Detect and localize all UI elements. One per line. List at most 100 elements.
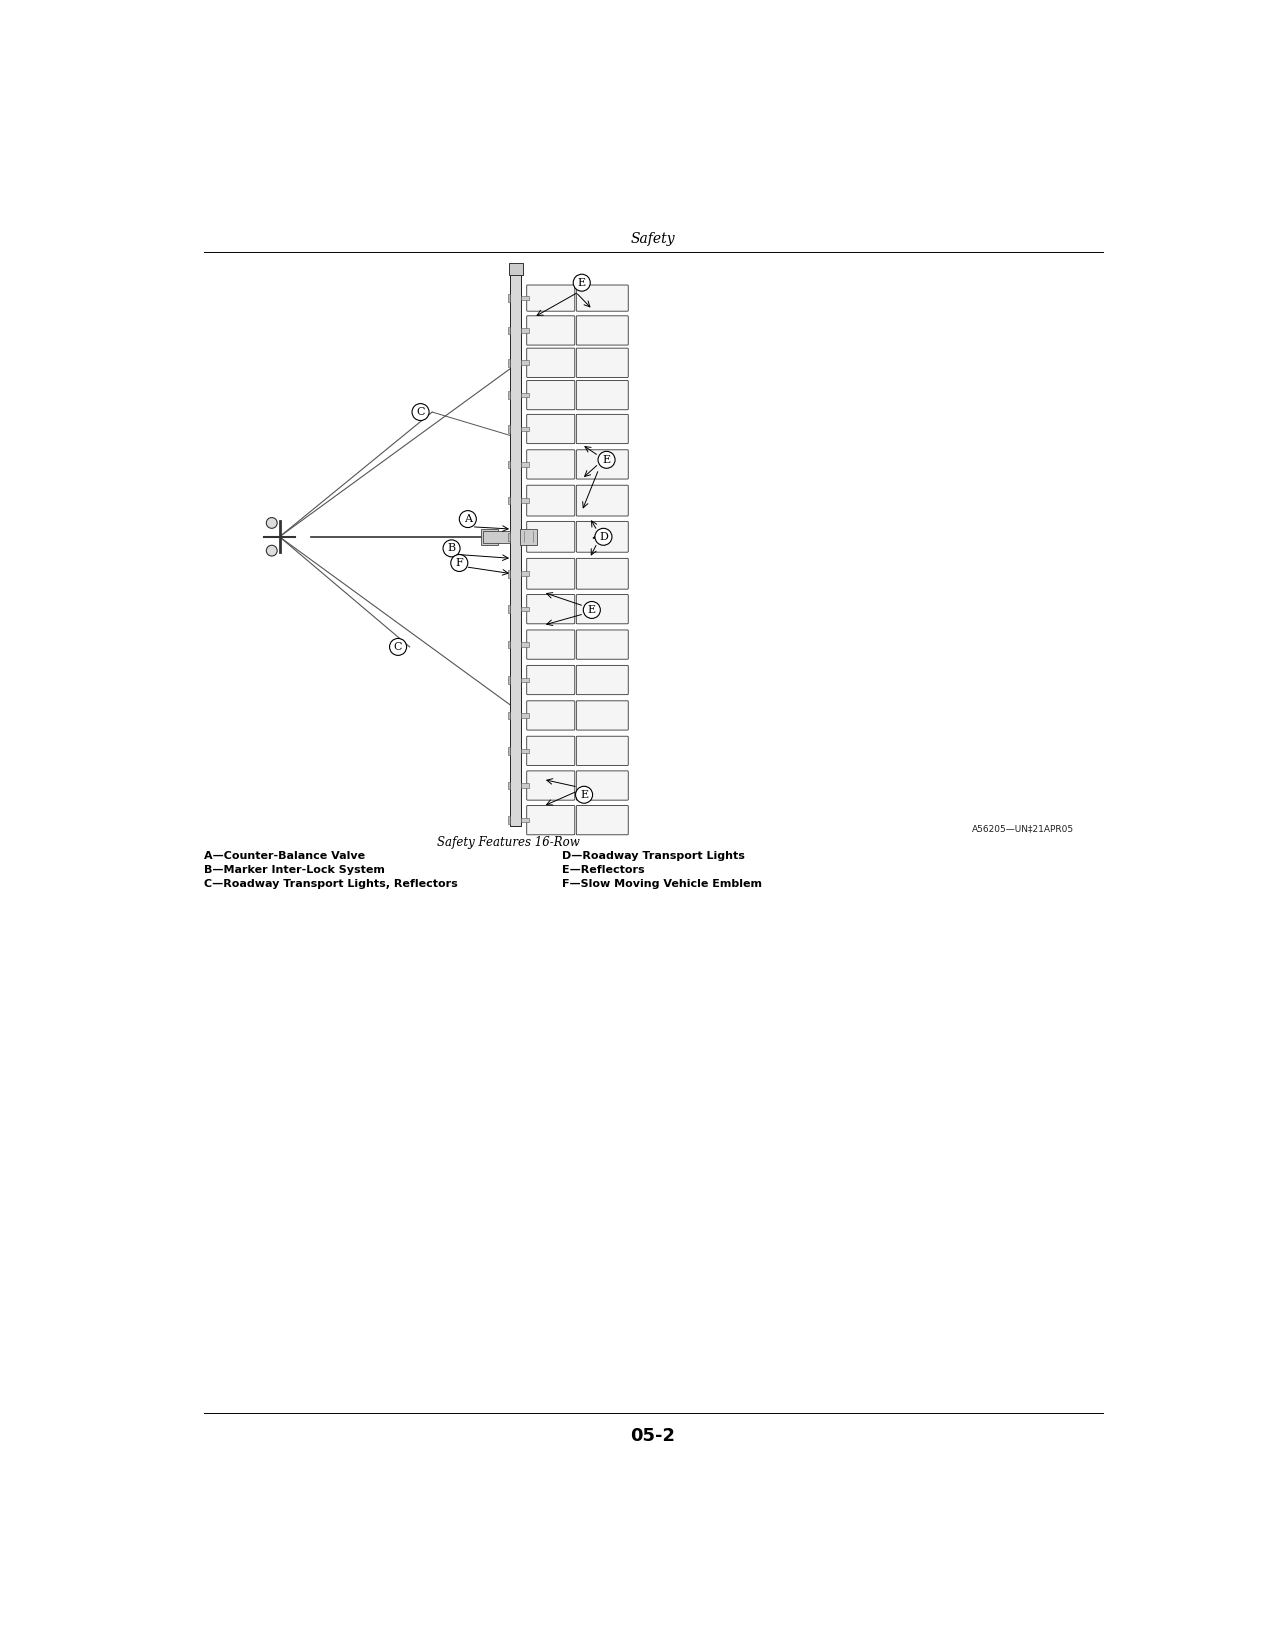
Text: Safety: Safety <box>631 231 676 246</box>
Circle shape <box>442 540 460 556</box>
FancyBboxPatch shape <box>576 348 629 378</box>
Bar <box>521 360 529 365</box>
Text: C: C <box>394 642 403 652</box>
Text: C—Roadway Transport Lights, Reflectors: C—Roadway Transport Lights, Reflectors <box>204 879 458 889</box>
FancyBboxPatch shape <box>576 450 629 478</box>
Bar <box>509 711 510 719</box>
FancyBboxPatch shape <box>527 701 575 729</box>
Circle shape <box>412 404 430 421</box>
Text: E—Reflectors: E—Reflectors <box>562 865 645 874</box>
FancyBboxPatch shape <box>576 414 629 444</box>
FancyBboxPatch shape <box>576 736 629 766</box>
Bar <box>521 427 529 431</box>
Bar <box>509 606 510 614</box>
Bar <box>481 530 499 544</box>
Text: A: A <box>464 515 472 525</box>
Bar <box>509 360 510 366</box>
Text: Safety Features 16-Row: Safety Features 16-Row <box>437 835 580 848</box>
Bar <box>509 391 510 399</box>
Bar <box>521 571 529 576</box>
FancyBboxPatch shape <box>527 450 575 478</box>
Bar <box>509 533 510 541</box>
Circle shape <box>575 787 593 804</box>
FancyBboxPatch shape <box>576 701 629 729</box>
Text: A—Counter-Balance Valve: A—Counter-Balance Valve <box>204 851 365 861</box>
Bar <box>521 498 529 503</box>
Bar <box>521 607 529 612</box>
FancyBboxPatch shape <box>576 315 629 345</box>
Text: E: E <box>588 606 595 615</box>
Bar <box>521 393 529 398</box>
Bar <box>521 713 529 718</box>
FancyBboxPatch shape <box>527 805 575 835</box>
Circle shape <box>266 544 277 556</box>
Circle shape <box>266 518 277 528</box>
Bar <box>509 460 510 469</box>
Bar <box>509 676 510 683</box>
Text: C: C <box>417 408 425 417</box>
FancyBboxPatch shape <box>576 771 629 800</box>
Bar <box>521 295 529 300</box>
Text: D: D <box>599 531 608 541</box>
Bar <box>521 642 529 647</box>
Bar <box>521 535 529 540</box>
Bar <box>509 782 510 789</box>
Bar <box>521 818 529 822</box>
Bar <box>509 640 510 648</box>
Bar <box>521 784 529 787</box>
FancyBboxPatch shape <box>576 594 629 624</box>
FancyBboxPatch shape <box>576 521 629 553</box>
Text: F: F <box>455 558 463 568</box>
FancyBboxPatch shape <box>576 285 629 312</box>
Bar <box>509 747 510 754</box>
Circle shape <box>574 274 590 290</box>
Bar <box>509 426 510 432</box>
FancyBboxPatch shape <box>576 558 629 589</box>
FancyBboxPatch shape <box>527 558 575 589</box>
Circle shape <box>598 452 615 469</box>
FancyBboxPatch shape <box>527 665 575 695</box>
Circle shape <box>451 554 468 571</box>
Circle shape <box>390 639 407 655</box>
Text: A56205—UN‡21APR05: A56205—UN‡21APR05 <box>972 823 1074 833</box>
FancyBboxPatch shape <box>576 665 629 695</box>
FancyBboxPatch shape <box>576 805 629 835</box>
Text: 05-2: 05-2 <box>631 1427 676 1445</box>
FancyBboxPatch shape <box>527 736 575 766</box>
Bar <box>521 678 529 683</box>
Bar <box>509 497 510 505</box>
Text: E: E <box>603 455 611 465</box>
Bar <box>509 569 510 578</box>
FancyBboxPatch shape <box>527 521 575 553</box>
FancyBboxPatch shape <box>527 594 575 624</box>
Bar <box>521 462 529 467</box>
Circle shape <box>583 602 601 619</box>
Text: F—Slow Moving Vehicle Emblem: F—Slow Moving Vehicle Emblem <box>562 879 762 889</box>
Circle shape <box>459 510 477 528</box>
FancyBboxPatch shape <box>527 285 575 312</box>
Text: E: E <box>580 790 588 800</box>
FancyBboxPatch shape <box>527 381 575 409</box>
Bar <box>521 328 529 333</box>
FancyBboxPatch shape <box>527 414 575 444</box>
Bar <box>520 530 537 544</box>
Circle shape <box>595 528 612 544</box>
Bar <box>510 271 521 825</box>
Bar <box>509 327 510 335</box>
Text: B: B <box>448 543 455 553</box>
FancyBboxPatch shape <box>527 771 575 800</box>
FancyBboxPatch shape <box>527 315 575 345</box>
Bar <box>509 294 510 302</box>
FancyBboxPatch shape <box>576 630 629 660</box>
Bar <box>509 264 523 276</box>
Text: E: E <box>578 277 585 287</box>
Bar <box>509 817 510 823</box>
FancyBboxPatch shape <box>527 485 575 516</box>
Bar <box>521 749 529 752</box>
FancyBboxPatch shape <box>576 485 629 516</box>
Bar <box>483 531 510 543</box>
Text: B—Marker Inter-Lock System: B—Marker Inter-Lock System <box>204 865 385 874</box>
FancyBboxPatch shape <box>527 348 575 378</box>
Text: D—Roadway Transport Lights: D—Roadway Transport Lights <box>562 851 746 861</box>
FancyBboxPatch shape <box>527 630 575 660</box>
